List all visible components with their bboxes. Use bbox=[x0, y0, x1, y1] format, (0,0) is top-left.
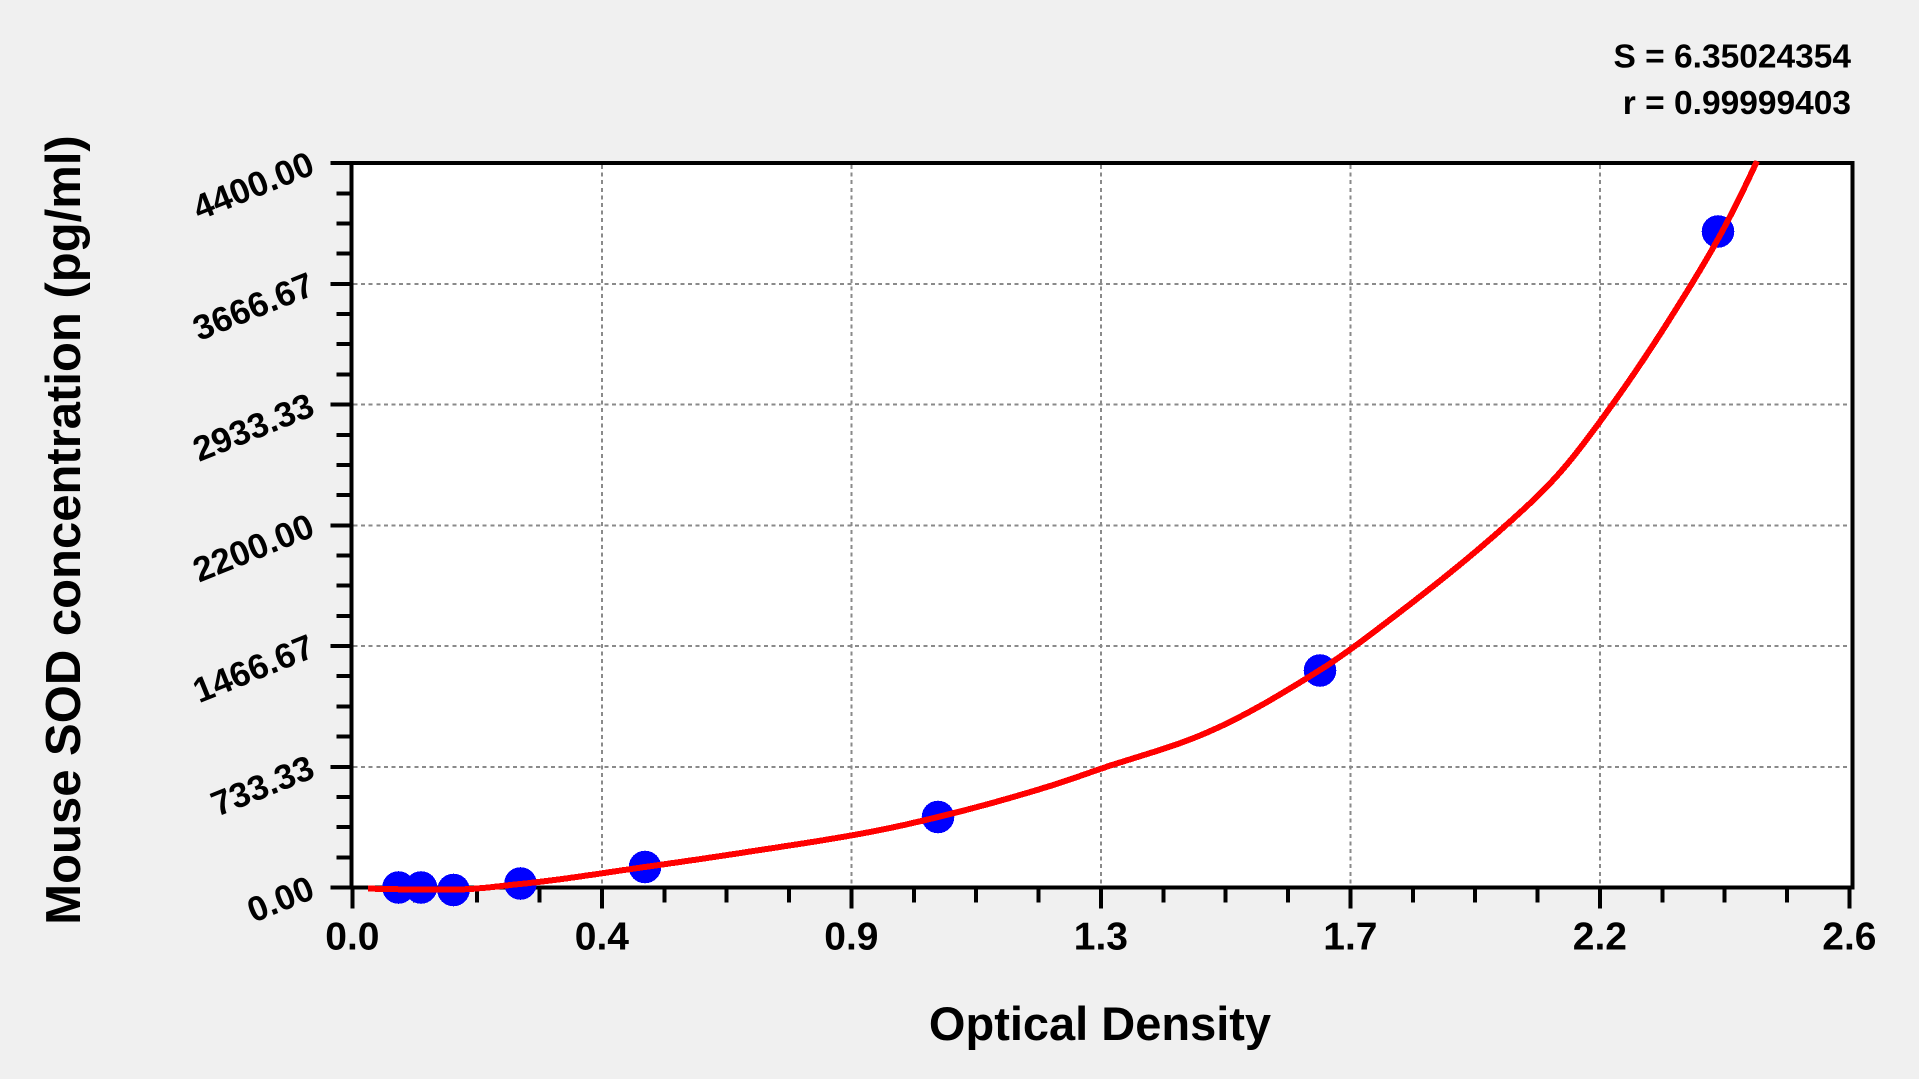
svg-text:Optical Density: Optical Density bbox=[929, 997, 1271, 1050]
svg-text:1.3: 1.3 bbox=[1074, 915, 1128, 958]
svg-text:2.2: 2.2 bbox=[1573, 915, 1627, 958]
svg-text:S = 6.35024354: S = 6.35024354 bbox=[1613, 39, 1851, 76]
svg-text:0.9: 0.9 bbox=[824, 915, 878, 958]
svg-text:1.7: 1.7 bbox=[1323, 915, 1377, 958]
svg-text:0.0: 0.0 bbox=[325, 915, 379, 958]
svg-text:0.4: 0.4 bbox=[575, 915, 630, 958]
svg-text:Mouse SOD concentration (pg/ml: Mouse SOD concentration (pg/ml) bbox=[37, 135, 91, 924]
svg-text:2.6: 2.6 bbox=[1822, 915, 1876, 958]
svg-text:r = 0.99999403: r = 0.99999403 bbox=[1623, 85, 1851, 122]
